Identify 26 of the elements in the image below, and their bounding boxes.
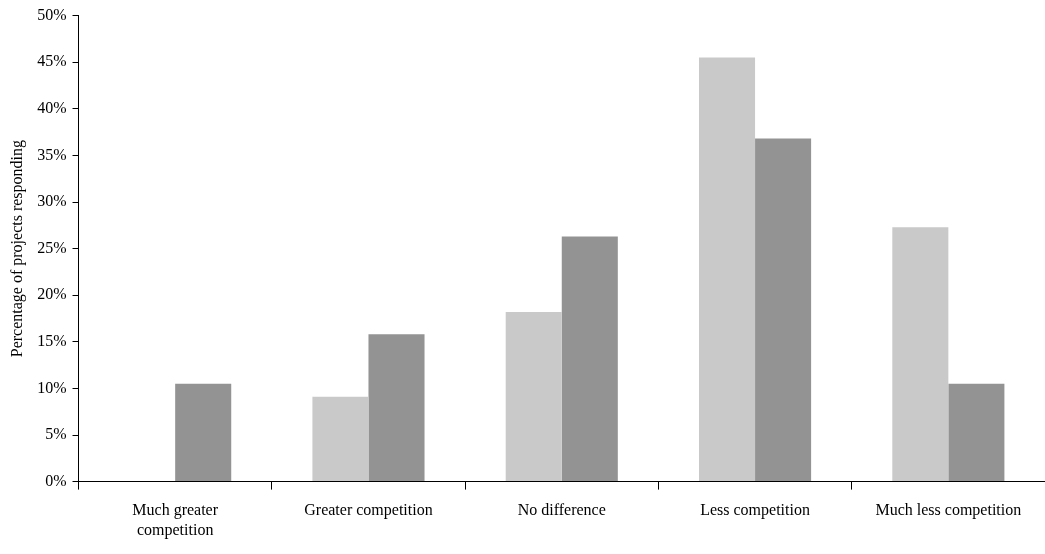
bar bbox=[892, 227, 949, 482]
y-tick-label: 20% bbox=[37, 285, 67, 303]
y-tick-label: 30% bbox=[37, 192, 67, 210]
x-tick-label: Greater competition bbox=[304, 501, 433, 520]
x-tick-label: Less competition bbox=[700, 501, 810, 520]
y-tick-label: 50% bbox=[37, 5, 67, 23]
bar bbox=[699, 57, 756, 482]
bar bbox=[175, 383, 232, 482]
bar bbox=[561, 236, 618, 482]
x-tick-label: Much less competition bbox=[875, 501, 1022, 520]
y-tick-label: 0% bbox=[45, 471, 67, 489]
bar bbox=[948, 383, 1005, 482]
y-axis-title: Percentage of projects responding bbox=[7, 139, 26, 358]
bar bbox=[755, 138, 812, 482]
bar bbox=[505, 311, 562, 482]
y-tick-label: 5% bbox=[45, 425, 67, 443]
y-tick-label: 45% bbox=[37, 52, 67, 70]
y-tick-label: 10% bbox=[37, 378, 67, 396]
y-tick-label: 35% bbox=[37, 145, 67, 163]
y-tick-label: 25% bbox=[37, 238, 67, 256]
x-tick-label: Much greater competition bbox=[132, 501, 219, 539]
x-tick-label: No difference bbox=[517, 501, 606, 519]
bar bbox=[312, 396, 369, 482]
bar bbox=[368, 334, 425, 482]
y-tick-label: 40% bbox=[37, 99, 67, 116]
y-tick-label: 15% bbox=[37, 332, 67, 349]
